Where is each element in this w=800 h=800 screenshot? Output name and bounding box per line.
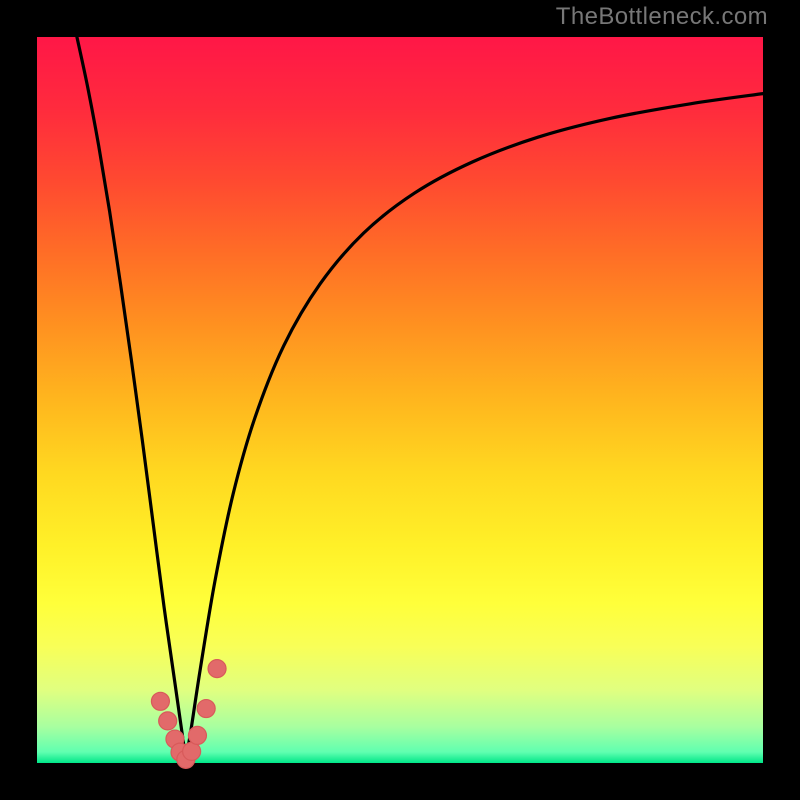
confidence-dot (151, 692, 169, 710)
confidence-dot (188, 726, 206, 744)
chart-svg-layer (0, 0, 800, 800)
curve-right-branch (186, 94, 763, 760)
chart-stage: TheBottleneck.com (0, 0, 800, 800)
confidence-dot (183, 742, 201, 760)
confidence-dot (197, 700, 215, 718)
bottom-marker-group (151, 660, 226, 769)
confidence-dot (208, 660, 226, 678)
curve-left-branch (77, 37, 186, 759)
watermark-text: TheBottleneck.com (556, 3, 768, 31)
confidence-dot (159, 712, 177, 730)
